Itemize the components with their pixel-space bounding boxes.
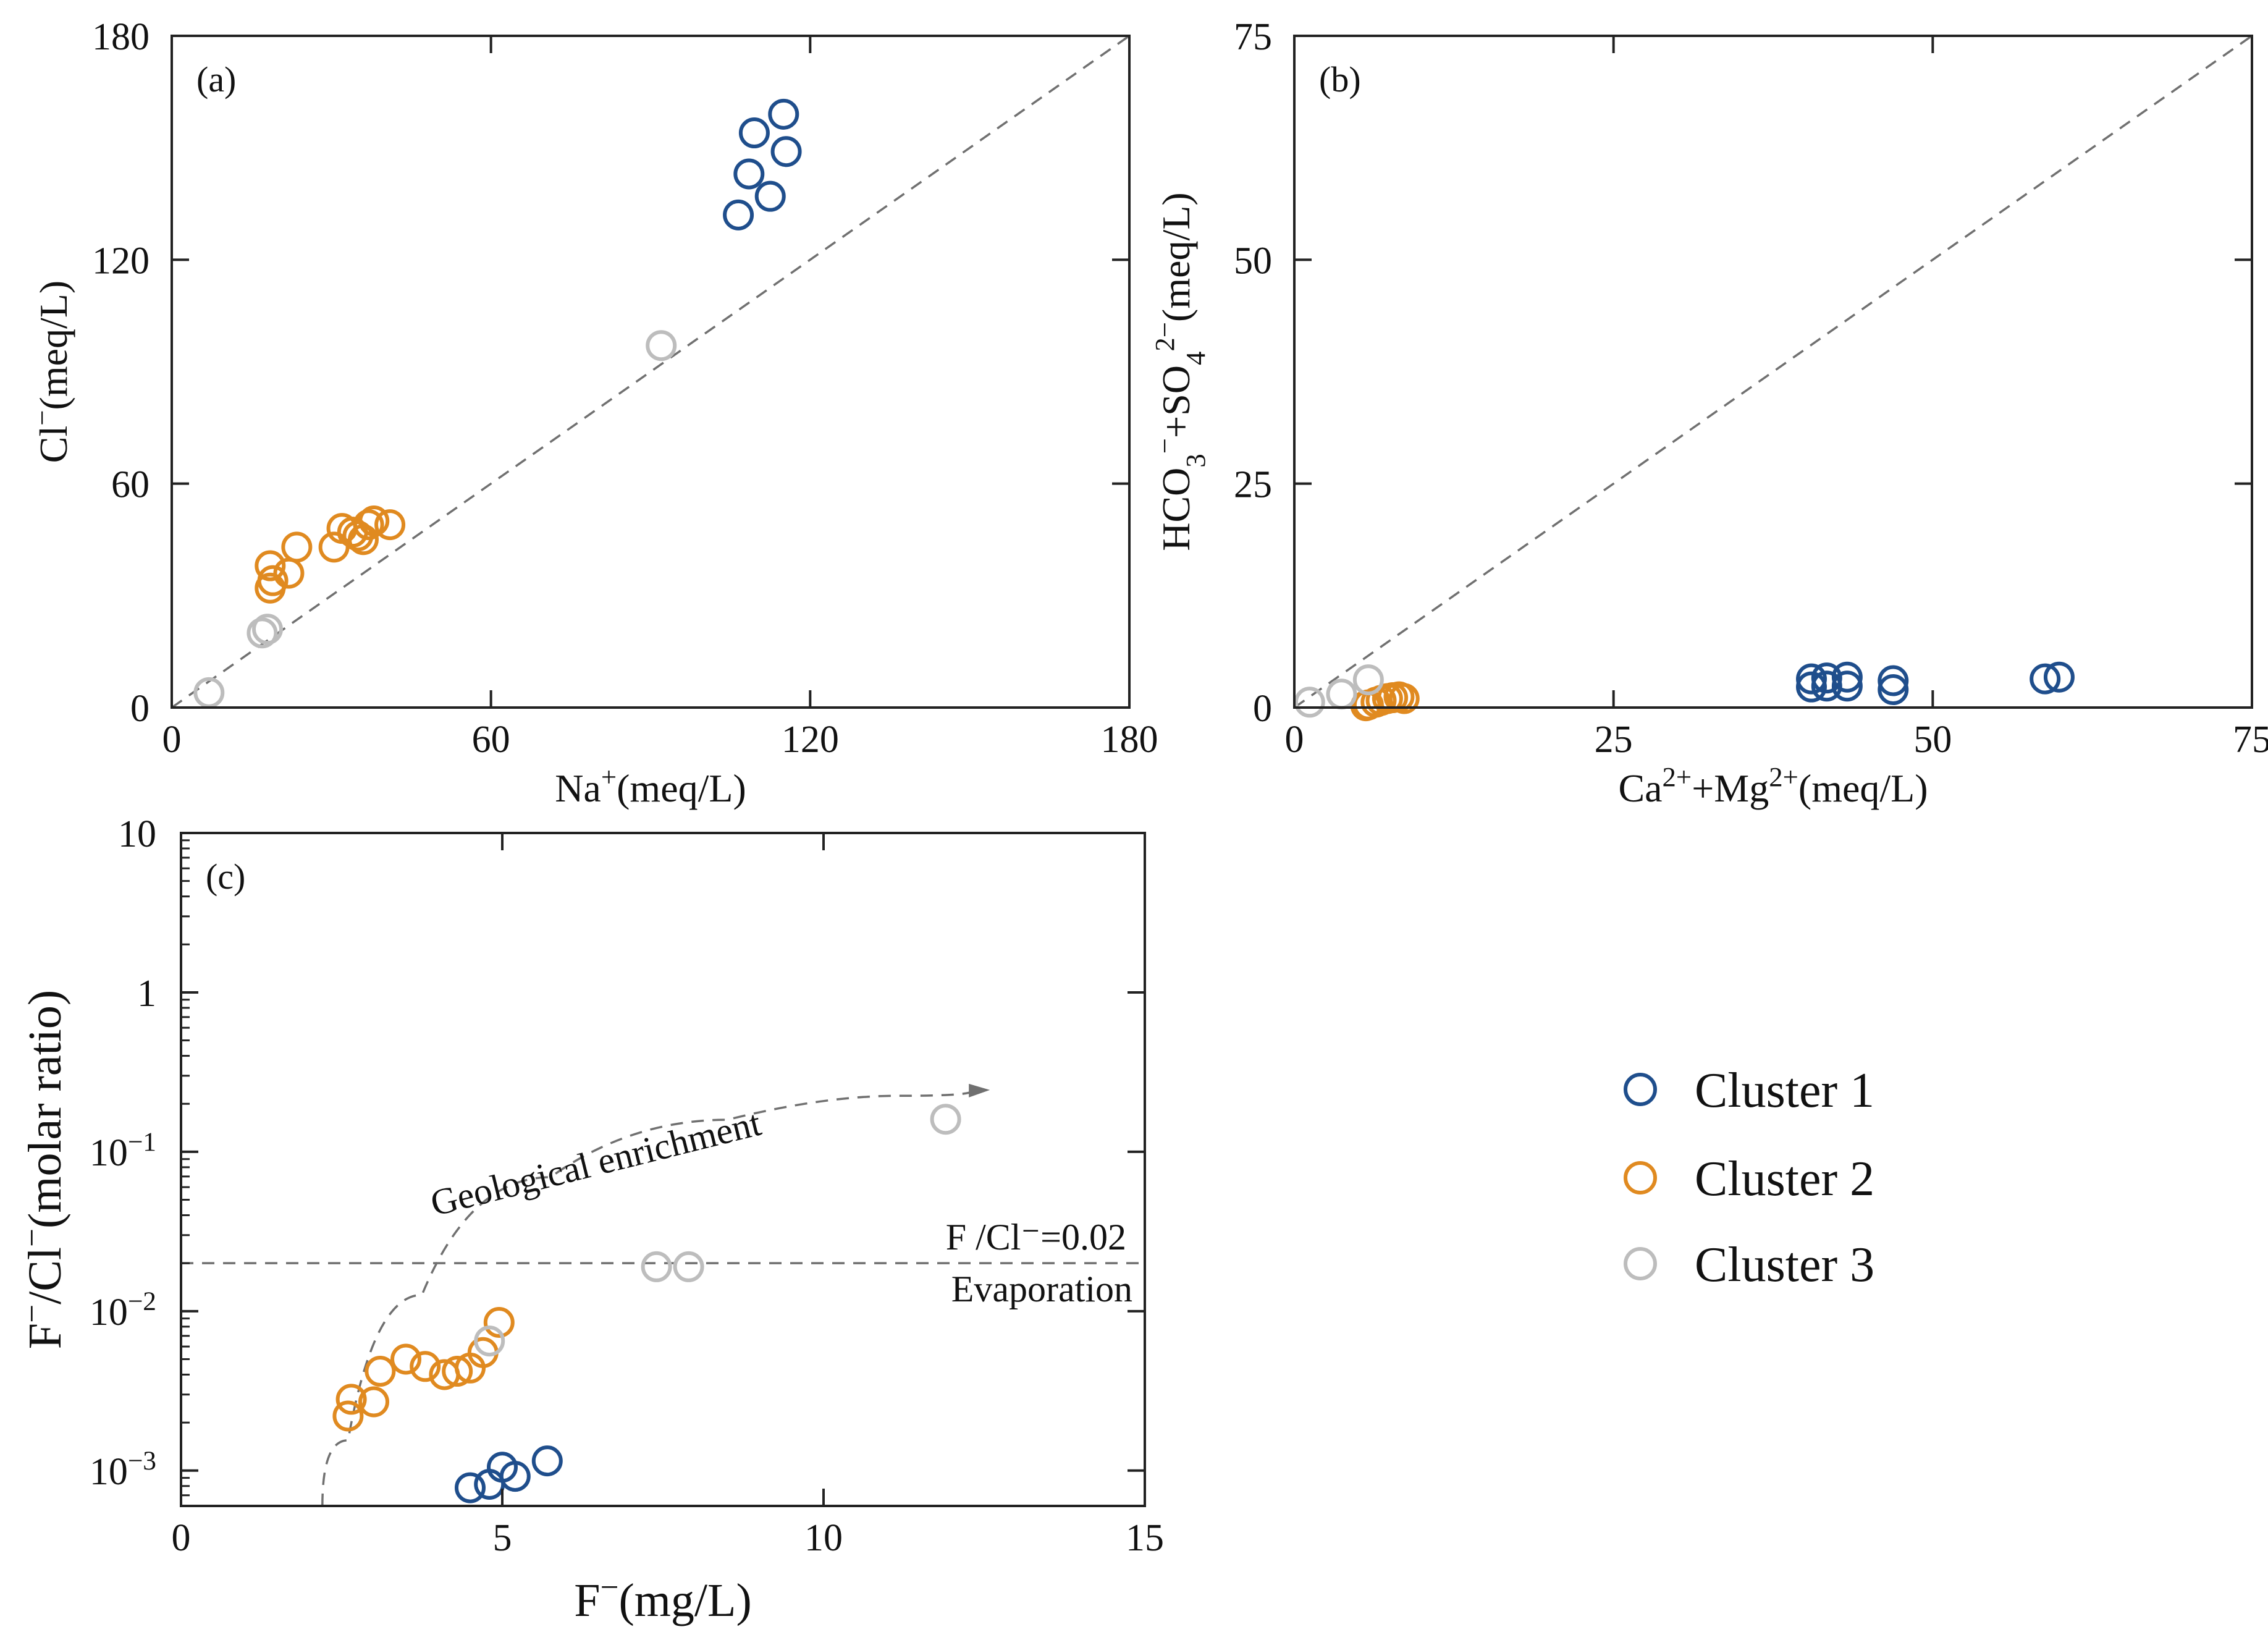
point-cluster-1-10 (2043, 661, 2075, 693)
x-axis-label: Na+(meq/L) (555, 761, 746, 810)
point-cluster-1-7 (1878, 674, 1909, 706)
ratio-line-label: F /Cl⁻=0.02 (946, 1217, 1126, 1258)
legend-marker-cluster-1 (1624, 1073, 1657, 1106)
y-tick-label: 120 (92, 240, 150, 282)
x-tick-label: 60 (472, 719, 510, 761)
point-cluster-3-3 (1352, 664, 1384, 696)
point-cluster-2-3 (255, 550, 286, 581)
panel-label: (b) (1319, 59, 1361, 99)
y-axis-label: F−/Cl−(molar ratio) (14, 990, 72, 1349)
point-cluster-3-1 (193, 677, 225, 708)
point-cluster-1-1 (723, 199, 754, 230)
point-cluster-3-1 (474, 1325, 505, 1357)
legend-marker-cluster-3 (1624, 1247, 1657, 1280)
y-tick-label: 0 (130, 688, 150, 730)
point-cluster-2-2 (335, 1384, 367, 1415)
y-tick-label: 0 (1253, 688, 1272, 730)
y-tick-label: 10−2 (90, 1287, 156, 1334)
point-cluster-1-5 (1831, 670, 1863, 702)
legend-label-cluster-2: Cluster 2 (1695, 1152, 1874, 1206)
panel-a: 0 60 120 180 0 60 120 180 (a) Na+(meq/L) Cl−(meq/L… (27, 16, 1158, 810)
point-cluster-2-11 (483, 1307, 515, 1338)
y-tick-label: 50 (1234, 240, 1272, 282)
point-cluster-1-9 (2030, 663, 2061, 695)
point-cluster-1-2 (1796, 663, 1827, 695)
point-cluster-1-5 (531, 1445, 563, 1477)
x-tick-label: 5 (493, 1517, 512, 1559)
point-cluster-1-8 (1878, 665, 1909, 696)
x-tick-label: 25 (1595, 719, 1633, 761)
point-cluster-1-4 (499, 1461, 531, 1492)
panel-label: (a) (196, 59, 236, 99)
y-tick-label: 75 (1234, 16, 1272, 58)
point-cluster-2-12 (358, 505, 390, 537)
point-cluster-3-3 (252, 614, 283, 645)
reference-line-1-1 (171, 35, 1131, 709)
point-cluster-3-4 (646, 330, 677, 361)
point-cluster-2-5 (390, 1343, 421, 1375)
trend-arrowhead (969, 1083, 990, 1097)
y-tick-label: 180 (92, 16, 150, 58)
x-tick-label: 180 (1101, 719, 1158, 761)
x-tick-label: 75 (2233, 719, 2268, 761)
point-cluster-1-4 (754, 180, 786, 212)
y-axis-label: Cl−(meq/L) (27, 281, 75, 463)
y-tick-label: 1 (137, 973, 156, 1015)
y-tick-label: 10−1 (90, 1127, 156, 1174)
point-cluster-2-1 (332, 1400, 364, 1432)
point-cluster-3-2 (641, 1251, 672, 1282)
x-axis-label: Ca2++Mg2+(meq/L) (1618, 761, 1928, 810)
point-cluster-1-4 (1811, 662, 1842, 694)
panel-b: 0 25 50 75 0 25 50 75 (b) Ca2++Mg2+(meq/L) HCO3−+S… (1149, 16, 2268, 810)
plot-frame (1293, 35, 2253, 709)
point-cluster-2-8 (442, 1356, 473, 1387)
legend: Cluster 1 Cluster 2 Cluster 3 (1624, 1063, 1874, 1292)
point-cluster-2-11 (353, 509, 384, 541)
point-cluster-1-3 (1811, 670, 1842, 702)
point-cluster-1-1 (455, 1472, 486, 1503)
x-tick-label: 50 (1913, 719, 1952, 761)
x-tick-label: 0 (1285, 719, 1304, 761)
legend-label-cluster-3: Cluster 3 (1695, 1238, 1874, 1292)
point-cluster-2-3 (358, 1386, 389, 1418)
y-tick-label: 10−3 (90, 1446, 156, 1493)
plot-frame (180, 832, 1146, 1507)
point-cluster-2-13 (374, 509, 406, 541)
plot-frame (171, 35, 1131, 709)
point-cluster-3-1 (1294, 687, 1325, 718)
point-cluster-2-5 (281, 531, 313, 563)
y-axis-label: HCO3−+SO42−(meq/L) (1149, 192, 1211, 551)
evaporation-label: Evaporation (951, 1269, 1132, 1309)
point-cluster-1-6 (1831, 661, 1863, 693)
x-tick-label: 15 (1126, 1517, 1164, 1559)
legend-marker-cluster-2 (1624, 1161, 1657, 1194)
point-cluster-3-4 (930, 1104, 961, 1135)
y-tick-label: 10 (118, 813, 156, 855)
panel-label: (c) (206, 856, 245, 897)
point-cluster-1-3 (738, 117, 770, 149)
point-cluster-1-6 (770, 136, 802, 167)
point-cluster-3-2 (1326, 679, 1357, 710)
point-cluster-2-2 (257, 565, 289, 596)
point-cluster-2-6 (410, 1351, 441, 1382)
x-tick-label: 0 (172, 1517, 191, 1559)
x-tick-label: 10 (804, 1517, 843, 1559)
point-cluster-1-5 (768, 98, 799, 130)
y-tick-label: 25 (1234, 464, 1272, 506)
point-cluster-2-8 (1388, 683, 1420, 714)
geological-enrichment-label: Geological enrichment (426, 1102, 765, 1224)
reference-line-1-1 (1293, 35, 2253, 709)
x-axis-label: F−(mg/L) (574, 1569, 752, 1627)
x-tick-label: 0 (162, 719, 182, 761)
point-cluster-1-2 (733, 158, 765, 190)
legend-label-cluster-1: Cluster 1 (1695, 1063, 1874, 1118)
x-tick-label: 120 (782, 719, 839, 761)
point-cluster-3-3 (673, 1251, 704, 1282)
point-cluster-1-1 (1796, 671, 1827, 703)
y-tick-label: 60 (111, 464, 150, 506)
point-cluster-2-4 (365, 1356, 396, 1387)
panel-c: F /Cl⁻=0.02 Evaporation Geological enrichm… (14, 813, 1165, 1626)
point-cluster-3-2 (247, 617, 278, 649)
